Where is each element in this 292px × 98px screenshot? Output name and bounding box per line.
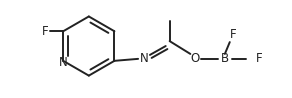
Text: B: B: [221, 52, 229, 65]
Text: O: O: [191, 52, 200, 65]
Text: N: N: [140, 52, 148, 65]
Text: F: F: [256, 52, 262, 65]
Text: N: N: [59, 56, 67, 69]
Text: F: F: [230, 28, 236, 41]
Text: F: F: [42, 25, 49, 38]
